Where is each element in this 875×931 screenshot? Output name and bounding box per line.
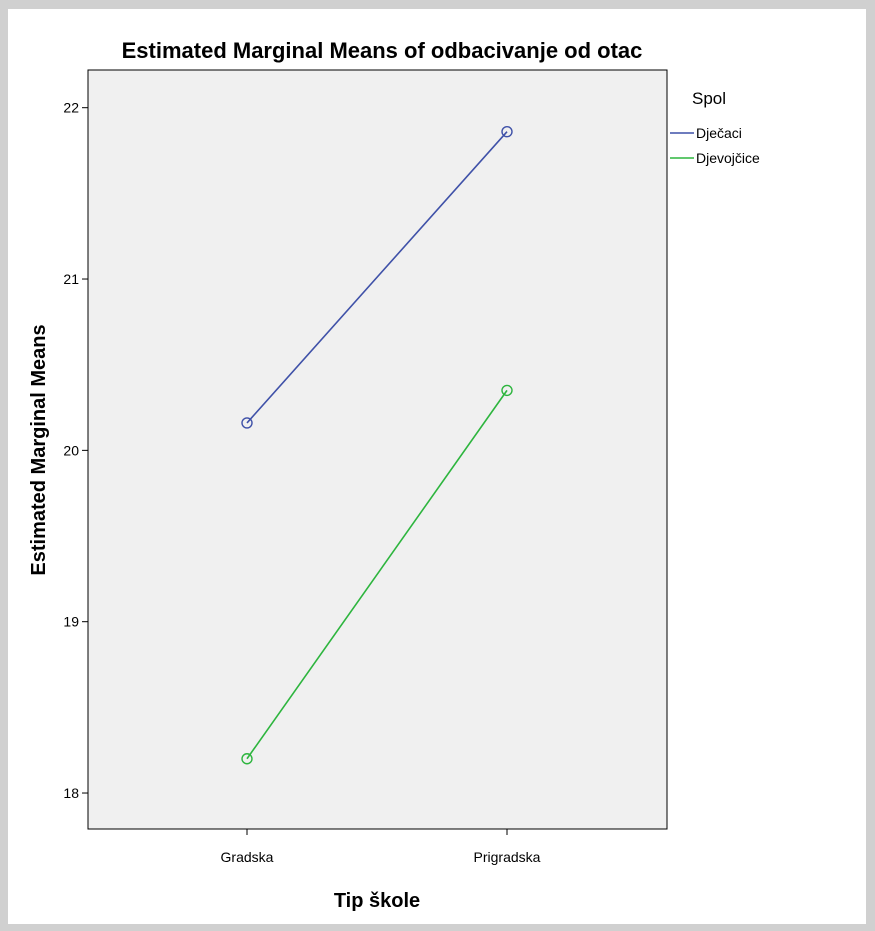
- chart-frame: Estimated Marginal Means of odbacivanje …: [8, 9, 866, 924]
- data-point: [241, 417, 253, 429]
- legend: Dječaci Djevojčice: [670, 125, 760, 166]
- x-tick-label: Prigradska: [474, 849, 541, 865]
- data-point: [501, 384, 513, 397]
- y-tick-label: 20: [63, 442, 79, 458]
- legend-label: Dječaci: [696, 125, 742, 141]
- y-axis-label: Estimated Marginal Means: [28, 324, 50, 575]
- data-point: [241, 753, 253, 765]
- chart-title: Estimated Marginal Means of odbacivanje …: [122, 38, 643, 63]
- y-tick-label: 18: [63, 785, 79, 801]
- series-line: [246, 389, 508, 760]
- y-tick-label: 22: [63, 100, 79, 116]
- x-tick-label: Gradska: [221, 849, 274, 865]
- y-tick-label: 19: [63, 614, 79, 630]
- plot-area: [87, 69, 668, 830]
- data-point: [501, 125, 513, 138]
- legend-label: Djevojčice: [696, 150, 760, 166]
- legend-title: Spol: [692, 89, 726, 108]
- x-axis-label: Tip škole: [334, 890, 420, 912]
- series-layer: [241, 125, 513, 765]
- y-tick-label: 21: [63, 271, 79, 287]
- y-axis: 18 19 20 21 22: [63, 100, 88, 801]
- x-axis: Gradska Prigradska: [221, 829, 541, 865]
- chart: Estimated Marginal Means of odbacivanje …: [28, 38, 760, 912]
- series-line: [246, 131, 508, 424]
